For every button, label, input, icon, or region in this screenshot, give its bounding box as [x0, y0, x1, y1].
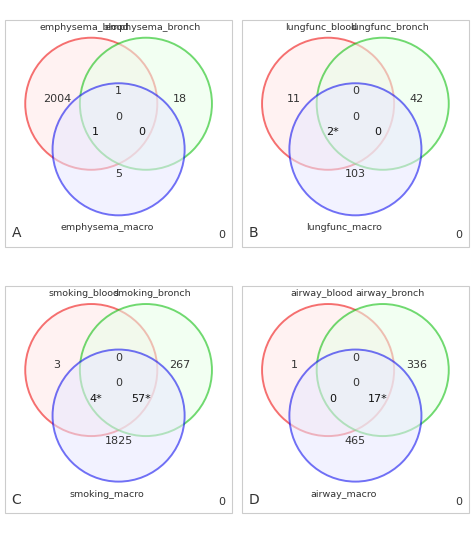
Text: D: D — [248, 492, 259, 507]
Circle shape — [25, 38, 157, 170]
Text: 4*: 4* — [90, 393, 102, 403]
Text: smoking_macro: smoking_macro — [70, 490, 145, 498]
Text: 0: 0 — [456, 497, 463, 507]
Text: smoking_blood: smoking_blood — [49, 289, 120, 298]
Text: 0: 0 — [115, 378, 122, 388]
Text: 42: 42 — [410, 94, 424, 104]
Text: 2004: 2004 — [43, 94, 71, 104]
Text: 1: 1 — [291, 360, 297, 370]
Text: 0: 0 — [138, 127, 145, 137]
Text: A: A — [11, 227, 21, 240]
Text: 267: 267 — [169, 360, 191, 370]
Text: 0: 0 — [219, 497, 226, 507]
Text: 465: 465 — [345, 435, 366, 446]
Text: 0: 0 — [374, 127, 382, 137]
Circle shape — [289, 350, 421, 482]
Text: B: B — [248, 227, 258, 240]
Text: 5: 5 — [115, 169, 122, 179]
Text: 0: 0 — [352, 378, 359, 388]
Text: 103: 103 — [345, 169, 366, 179]
Circle shape — [53, 350, 185, 482]
Text: 3: 3 — [54, 360, 61, 370]
Text: 1: 1 — [115, 86, 122, 96]
Circle shape — [53, 83, 185, 215]
Text: lungfunc_macro: lungfunc_macro — [306, 223, 382, 232]
Circle shape — [317, 38, 449, 170]
Text: 57*: 57* — [131, 393, 151, 403]
Text: 0: 0 — [329, 393, 336, 403]
Text: emphysema_blood: emphysema_blood — [40, 23, 129, 32]
Circle shape — [289, 83, 421, 215]
Circle shape — [80, 38, 212, 170]
Text: 336: 336 — [406, 360, 428, 370]
Text: airway_macro: airway_macro — [311, 490, 377, 498]
Text: 17*: 17* — [368, 393, 388, 403]
Text: smoking_bronch: smoking_bronch — [114, 289, 191, 298]
Circle shape — [262, 304, 394, 436]
Text: 0: 0 — [352, 352, 359, 362]
Circle shape — [80, 304, 212, 436]
Text: emphysema_macro: emphysema_macro — [61, 223, 154, 232]
Text: C: C — [11, 492, 21, 507]
Text: 1: 1 — [92, 127, 100, 137]
Text: lungfunc_bronch: lungfunc_bronch — [350, 23, 429, 32]
Text: 18: 18 — [173, 94, 187, 104]
Text: 2*: 2* — [326, 127, 339, 137]
Text: emphysema_bronch: emphysema_bronch — [105, 23, 201, 32]
Circle shape — [262, 38, 394, 170]
Text: 0: 0 — [115, 352, 122, 362]
Text: lungfunc_blood: lungfunc_blood — [285, 23, 357, 32]
Text: 0: 0 — [352, 86, 359, 96]
Text: 1825: 1825 — [104, 435, 133, 446]
Text: 11: 11 — [287, 94, 301, 104]
Text: 0: 0 — [219, 230, 226, 240]
Text: airway_blood: airway_blood — [290, 289, 353, 298]
Text: 0: 0 — [115, 111, 122, 122]
Circle shape — [25, 304, 157, 436]
Text: 0: 0 — [456, 230, 463, 240]
Circle shape — [317, 304, 449, 436]
Text: airway_bronch: airway_bronch — [355, 289, 424, 298]
Text: 0: 0 — [352, 111, 359, 122]
